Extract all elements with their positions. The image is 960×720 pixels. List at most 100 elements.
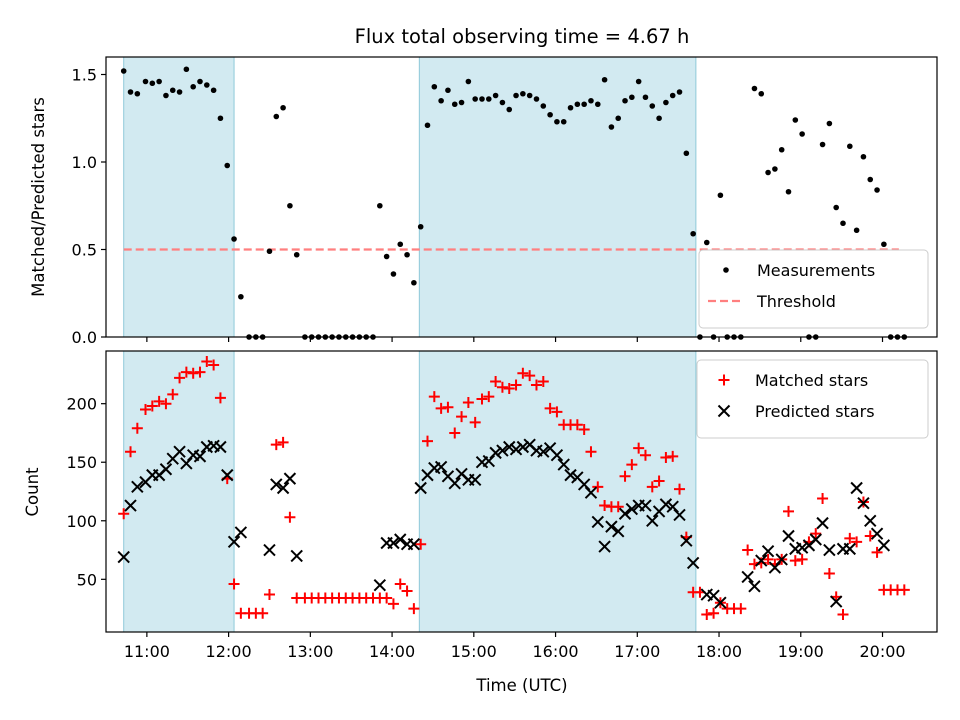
data-point-1-86 [829, 595, 843, 608]
x-tick-label: 18:00 [696, 642, 742, 661]
data-point-1-29 [414, 481, 427, 495]
top-panel: 0.0 0.5 1.0 1.5 Measurements Threshold [72, 56, 938, 347]
data-point-0-24 [287, 202, 293, 209]
data-point-0-108 [867, 176, 874, 183]
data-point-0-22 [273, 113, 280, 120]
data-point-0-52 [476, 393, 488, 405]
data-point-0-3 [142, 78, 149, 85]
data-point-0-79 [663, 99, 669, 106]
x-tick-label: 13:00 [287, 642, 333, 661]
legend-label: Measurements [757, 261, 875, 280]
data-point-1-73 [741, 570, 754, 584]
data-point-0-39 [390, 271, 397, 277]
data-point-1-54 [584, 486, 598, 499]
data-point-1-88 [843, 542, 857, 556]
data-point-1-74 [748, 580, 761, 593]
data-point-0-101 [810, 528, 822, 540]
data-point-0-77 [649, 103, 656, 109]
shaded-region-0 [123, 350, 235, 633]
data-point-1-91 [864, 514, 877, 527]
top-y-axis-label: Matched/Predicted stars [29, 97, 48, 297]
data-point-1-14 [214, 440, 227, 454]
data-point-0-4 [146, 400, 158, 412]
data-point-1-23 [373, 578, 387, 592]
data-point-1-2 [131, 480, 144, 494]
data-point-0-56 [506, 106, 513, 113]
data-point-0-38 [381, 592, 393, 604]
data-point-0-85 [703, 239, 710, 246]
x-tick-label: 12:00 [206, 642, 252, 661]
data-point-0-59 [524, 370, 536, 382]
data-point-0-41 [404, 251, 410, 258]
data-point-0-1 [125, 446, 137, 458]
x-tick-label: 19:00 [778, 642, 824, 661]
x-tick-label: 17:00 [614, 642, 660, 661]
data-point-1-76 [761, 545, 775, 558]
data-point-0-72 [615, 115, 622, 122]
data-point-1-28 [407, 537, 421, 551]
data-point-0-114 [898, 584, 910, 596]
data-point-0-71 [608, 124, 615, 130]
legend-swatch [718, 374, 730, 386]
x-tick-label: 11:00 [124, 642, 170, 661]
data-point-0-50 [465, 78, 472, 85]
data-point-0-47 [445, 87, 451, 94]
data-point-1-79 [782, 529, 795, 543]
data-point-1-47 [537, 445, 550, 458]
data-point-0-53 [483, 391, 495, 403]
data-point-0-76 [642, 94, 649, 101]
data-point-1-22 [290, 549, 303, 563]
data-point-1-51 [564, 468, 577, 482]
data-point-0-37 [377, 202, 383, 209]
data-point-0-25 [293, 251, 300, 258]
bottom-panel: 50 100 150 200 11:00 12:00 13:00 14:00 15:00 16:0… [66, 350, 938, 661]
data-point-1-17 [234, 526, 248, 539]
data-point-1-90 [857, 497, 870, 510]
data-point-0-50 [462, 397, 474, 409]
data-point-0-45 [431, 83, 438, 90]
axes-frame [105, 350, 938, 633]
data-point-0-99 [796, 553, 808, 565]
data-point-0-74 [626, 459, 638, 471]
data-point-0-58 [517, 367, 529, 379]
y-tick-label: 200 [66, 395, 97, 414]
data-point-0-2 [131, 422, 143, 434]
data-point-0-91 [751, 85, 758, 92]
data-point-1-57 [605, 520, 618, 533]
data-point-1-83 [809, 533, 822, 546]
data-point-0-4 [149, 80, 156, 87]
data-point-0-2 [134, 90, 141, 97]
data-point-0-70 [601, 76, 608, 83]
data-point-1-18 [263, 543, 276, 557]
data-point-1-40 [489, 446, 502, 460]
data-point-0-73 [622, 97, 628, 104]
data-point-0-78 [656, 115, 662, 122]
data-point-0-68 [585, 446, 597, 458]
data-point-0-15 [224, 162, 231, 169]
data-point-0-60 [533, 96, 540, 102]
data-point-0-102 [826, 120, 833, 127]
data-point-0-6 [160, 398, 172, 410]
data-point-0-96 [785, 188, 792, 195]
data-point-0-0 [120, 68, 127, 74]
data-point-1-60 [625, 502, 639, 516]
data-point-0-82 [683, 150, 690, 157]
data-point-0-9 [180, 366, 192, 378]
data-point-1-84 [816, 516, 829, 530]
y-tick-label: 100 [66, 512, 97, 531]
legend-box [698, 249, 929, 329]
data-point-0-21 [266, 248, 273, 255]
data-point-0-66 [574, 101, 581, 108]
data-point-0-103 [823, 567, 835, 579]
data-point-0-81 [676, 89, 683, 95]
data-point-0-20 [257, 607, 269, 619]
data-point-0-53 [486, 96, 492, 102]
legend: Matched stars Predicted stars [696, 359, 929, 439]
data-point-1-58 [612, 525, 625, 538]
y-tick-label: 0.5 [72, 241, 97, 260]
data-point-0-48 [449, 427, 461, 439]
data-point-0-62 [547, 111, 553, 118]
data-point-0-66 [571, 419, 583, 431]
data-point-0-43 [415, 538, 427, 550]
